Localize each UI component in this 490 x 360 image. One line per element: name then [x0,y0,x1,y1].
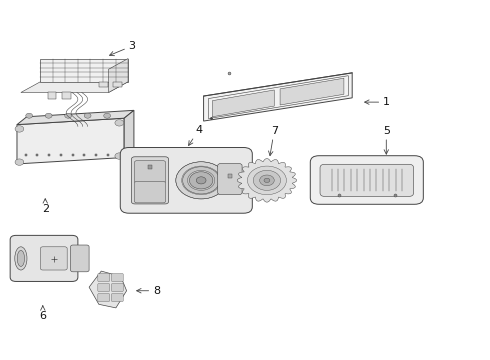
FancyBboxPatch shape [112,284,123,292]
Text: 1: 1 [365,97,390,107]
FancyBboxPatch shape [320,164,414,197]
FancyBboxPatch shape [98,294,110,301]
Polygon shape [40,59,128,82]
FancyBboxPatch shape [98,274,110,282]
Text: 4: 4 [189,125,202,145]
Text: 2: 2 [42,199,49,214]
FancyBboxPatch shape [98,284,110,292]
Polygon shape [114,82,122,87]
Circle shape [84,113,91,118]
FancyBboxPatch shape [112,274,123,282]
Polygon shape [212,90,274,117]
Polygon shape [17,118,124,164]
Circle shape [115,120,123,126]
FancyBboxPatch shape [131,157,169,204]
Ellipse shape [15,247,27,270]
Circle shape [65,113,72,118]
Circle shape [115,153,123,159]
FancyBboxPatch shape [134,161,166,183]
FancyBboxPatch shape [134,181,166,203]
Polygon shape [203,73,352,121]
Polygon shape [48,93,56,99]
Circle shape [26,113,32,118]
FancyBboxPatch shape [112,294,123,301]
FancyBboxPatch shape [10,235,78,282]
FancyBboxPatch shape [310,156,423,204]
Text: 5: 5 [383,126,390,154]
FancyBboxPatch shape [218,163,242,195]
Circle shape [15,126,24,132]
Polygon shape [62,93,71,99]
Polygon shape [237,158,296,202]
Circle shape [104,113,111,118]
Polygon shape [99,82,108,87]
Polygon shape [21,82,128,93]
Ellipse shape [17,250,24,266]
Circle shape [247,166,287,195]
Circle shape [45,113,52,118]
Polygon shape [124,111,134,157]
Polygon shape [17,111,134,125]
Circle shape [264,178,270,183]
Text: 3: 3 [110,41,135,56]
Polygon shape [89,271,126,308]
Text: 8: 8 [137,286,160,296]
Text: 7: 7 [269,126,278,156]
Circle shape [190,172,213,189]
FancyBboxPatch shape [40,247,67,270]
Circle shape [176,162,226,199]
Circle shape [196,177,206,184]
FancyBboxPatch shape [120,148,252,213]
Polygon shape [109,59,128,93]
Polygon shape [280,78,344,105]
Circle shape [183,167,220,194]
Circle shape [260,175,274,186]
Text: 6: 6 [39,306,46,321]
FancyBboxPatch shape [71,245,89,272]
Circle shape [253,170,281,190]
Circle shape [15,159,24,165]
